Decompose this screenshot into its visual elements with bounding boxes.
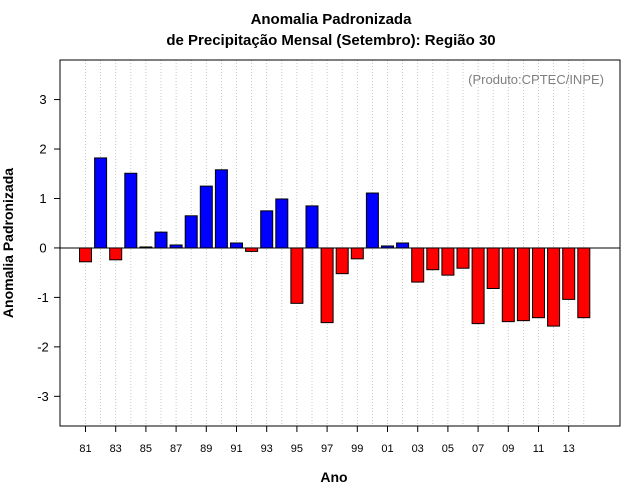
x-tick-label: 03 (412, 443, 424, 455)
bar-11 (532, 247, 545, 319)
y-tick-label: 2 (39, 142, 46, 157)
x-tick-label: 13 (563, 443, 575, 455)
bar-97 (320, 247, 334, 324)
bar-87 (169, 244, 183, 249)
bar-84 (124, 172, 138, 249)
bar-85 (139, 246, 153, 249)
x-tick-label: 87 (170, 443, 182, 455)
plot-frame (59, 59, 621, 427)
bar-04 (426, 247, 440, 271)
x-tick-label: 97 (321, 443, 333, 455)
y-axis: -3 -2 -1 0 1 2 3 (37, 92, 60, 404)
x-tick-label: 05 (442, 443, 454, 455)
bar-92 (245, 247, 259, 252)
x-tick-label: 85 (140, 443, 152, 455)
bars-group (79, 157, 591, 327)
bar-09 (501, 247, 515, 323)
bar-88 (184, 215, 198, 249)
x-tick-label: 01 (381, 443, 393, 455)
bar-91 (230, 242, 243, 249)
bar-00 (365, 192, 379, 249)
bar-81 (79, 247, 92, 263)
bar-90 (214, 169, 228, 249)
x-tick-label: 91 (230, 443, 242, 455)
x-tick-label: 11 (533, 443, 544, 455)
x-tick-label: 07 (472, 443, 484, 455)
bar-99 (350, 247, 364, 260)
y-tick-label: 3 (39, 92, 46, 107)
bar-93 (260, 210, 274, 249)
bar-94 (275, 198, 289, 249)
y-tick-label: -2 (37, 339, 49, 354)
bar-86 (154, 231, 168, 249)
x-axis: 81 83 85 87 89 91 93 95 97 99 01 03 05 07 09 11 13 (79, 426, 575, 455)
y-tick-label: -3 (37, 389, 49, 404)
bar-07 (471, 247, 485, 325)
x-tick-label: 83 (110, 443, 122, 455)
bar-12 (547, 247, 561, 327)
x-tick-label: 09 (502, 443, 514, 455)
bar-10 (516, 247, 530, 322)
x-tick-label: 93 (261, 443, 273, 455)
chart-title: Anomalia Padronizada (251, 11, 413, 28)
credit-label: (Produto:CPTEC/INPE) (468, 72, 604, 87)
x-axis-title: Ano (320, 469, 347, 485)
x-tick-label: 89 (200, 443, 212, 455)
chart-subtitle: de Precipitação Mensal (Setembro): Regiã… (166, 32, 495, 49)
x-tick-label: 95 (291, 443, 303, 455)
bar-01 (381, 245, 394, 249)
y-tick-label: 1 (39, 191, 46, 206)
bar-06 (456, 247, 470, 269)
bar-08 (486, 247, 500, 290)
bar-89 (199, 185, 213, 249)
bar-98 (335, 247, 349, 275)
y-tick-label: -1 (37, 290, 49, 305)
x-tick-label: 81 (79, 443, 91, 455)
y-tick-label: 0 (39, 240, 46, 255)
bar-83 (109, 247, 123, 261)
bar-96 (305, 205, 319, 249)
bar-95 (290, 247, 304, 304)
bar-05 (441, 247, 455, 276)
x-tick-label: 99 (351, 443, 363, 455)
bar-02 (396, 242, 410, 249)
y-axis-title: Anomalia Padronizada (0, 168, 16, 318)
bar-13 (562, 247, 576, 300)
bar-14 (577, 247, 591, 319)
bar-82 (94, 157, 108, 249)
bar-03 (411, 247, 425, 283)
